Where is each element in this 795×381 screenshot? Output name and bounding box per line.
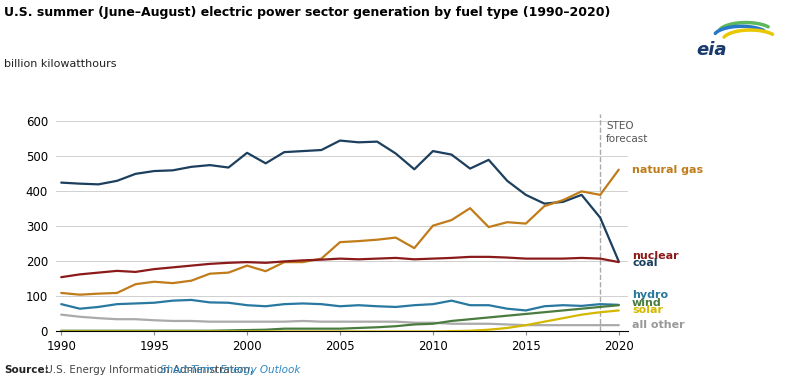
Text: wind: wind xyxy=(632,298,661,308)
Text: hydro: hydro xyxy=(632,290,668,300)
Text: natural gas: natural gas xyxy=(632,165,703,174)
Text: all other: all other xyxy=(632,320,684,330)
Text: nuclear: nuclear xyxy=(632,251,679,261)
Text: solar: solar xyxy=(632,305,663,315)
Text: coal: coal xyxy=(632,258,657,268)
Text: Source:: Source: xyxy=(4,365,48,375)
Text: eia: eia xyxy=(696,41,727,59)
Text: U.S. Energy Information Administration,: U.S. Energy Information Administration, xyxy=(42,365,257,375)
Text: STEO
forecast: STEO forecast xyxy=(606,121,648,144)
Text: billion kilowatthours: billion kilowatthours xyxy=(4,59,117,69)
Text: Short-Term Energy Outlook: Short-Term Energy Outlook xyxy=(160,365,301,375)
Text: U.S. summer (June–August) electric power sector generation by fuel type (1990–20: U.S. summer (June–August) electric power… xyxy=(4,6,611,19)
